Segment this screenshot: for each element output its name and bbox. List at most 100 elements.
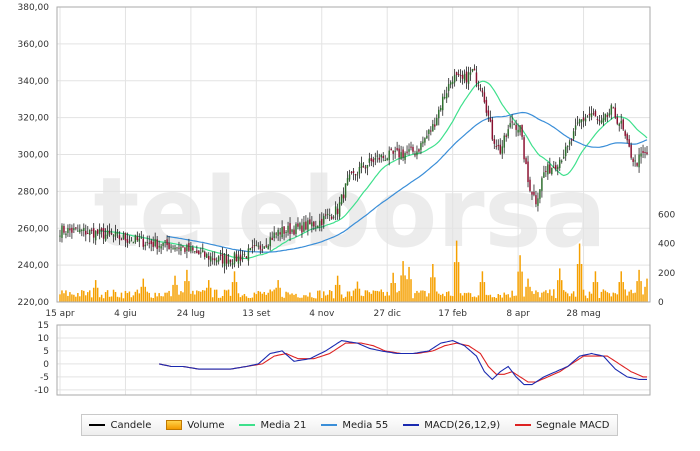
candle-body [600, 120, 603, 123]
candle-body [475, 72, 478, 84]
candle-body [560, 160, 563, 162]
volume-bar [223, 289, 226, 302]
candle-body [364, 167, 367, 169]
volume-bar [168, 290, 170, 302]
x-tick-label: 15 apr [45, 309, 75, 319]
volume-bar [231, 282, 234, 302]
candle-body [166, 239, 168, 246]
candle-body [299, 223, 301, 229]
volume-bar [626, 295, 628, 302]
watermark: teleborsa [94, 157, 607, 269]
volume-bar [225, 290, 228, 302]
volume-bar [63, 293, 65, 302]
volume-bar [261, 293, 264, 302]
candle-body [412, 146, 414, 152]
candle-body [477, 85, 480, 87]
candle-body [281, 226, 283, 238]
candle-body [285, 231, 287, 234]
volume-bar [277, 280, 279, 302]
candle-body [69, 228, 71, 231]
volume-bar [217, 297, 220, 302]
volume-bar [477, 295, 480, 302]
volume-bar [590, 293, 593, 302]
candle-body [356, 174, 359, 176]
candle-body [176, 247, 178, 249]
candle-body [275, 233, 277, 235]
candle-body [368, 158, 371, 163]
candle-body [441, 96, 444, 111]
volume-bar [317, 290, 319, 302]
volume-bar [390, 283, 392, 302]
legend-label-signal: Segnale MACD [536, 419, 610, 431]
volume-bar [237, 293, 240, 302]
candle-body [85, 230, 87, 235]
candle-body [443, 97, 446, 99]
price-tick-label: 340,00 [18, 77, 50, 87]
candle-body [471, 69, 474, 72]
candle-body [94, 231, 97, 241]
candle-body [378, 157, 381, 160]
candle-body [553, 167, 555, 169]
candle-body [616, 117, 619, 124]
candle-body [130, 240, 133, 242]
candle-body [219, 254, 222, 256]
candle-body [545, 170, 547, 172]
candle-body [420, 143, 422, 150]
candle-body [126, 239, 129, 243]
candle-body [374, 157, 377, 160]
candle-body [644, 152, 646, 154]
macd-line [158, 340, 647, 386]
volume-bar [620, 271, 622, 302]
volume-bar [146, 291, 148, 302]
volume-bar [235, 282, 238, 302]
candle-body [430, 130, 432, 132]
volume-bar [541, 292, 543, 302]
price-tick-label: 220,00 [18, 298, 50, 308]
volume-bar [358, 288, 361, 302]
volume-bar [584, 295, 587, 302]
volume-bar [586, 298, 589, 302]
volume-bar [344, 296, 347, 302]
volume-bar [313, 297, 315, 302]
volume-bar [293, 294, 295, 302]
x-tick-label: 13 set [242, 309, 271, 319]
volume-bar [211, 297, 214, 302]
candle-body [451, 81, 454, 84]
candle-body [73, 228, 75, 231]
candle-body [253, 245, 256, 247]
volume-bar [336, 275, 339, 302]
x-tick-label: 27 dic [373, 309, 401, 319]
volume-bar [400, 275, 402, 302]
candle-body [249, 247, 252, 251]
volume-bar [553, 289, 555, 302]
volume-bar [531, 291, 533, 302]
volume-bar [273, 289, 275, 302]
volume-bar [192, 290, 194, 302]
candle-body [416, 151, 418, 156]
volume-bar [243, 293, 246, 302]
volume-bar [196, 290, 198, 302]
candle-body [449, 82, 452, 85]
volume-bar [523, 296, 525, 302]
candle-body [344, 183, 347, 198]
candle-body [620, 120, 622, 124]
volume-bar [172, 284, 174, 302]
volume-bar [96, 287, 99, 302]
volume-bar [364, 290, 367, 302]
volume-bar [267, 292, 269, 302]
candle-body [170, 246, 172, 248]
macd-swatch [403, 424, 420, 426]
volume-tick-label: 600 [658, 210, 675, 220]
volume-bar [386, 291, 388, 302]
volume-bar [493, 296, 496, 302]
candle-body [624, 131, 626, 136]
candle-body [398, 148, 400, 158]
candle-body [424, 138, 426, 143]
candle-body [380, 154, 383, 158]
volume-bar [495, 297, 498, 302]
volume-bar [311, 297, 313, 302]
volume-bar [408, 266, 410, 302]
volume-bar [572, 291, 575, 302]
candle-body [533, 191, 535, 195]
volume-bar [122, 298, 125, 302]
